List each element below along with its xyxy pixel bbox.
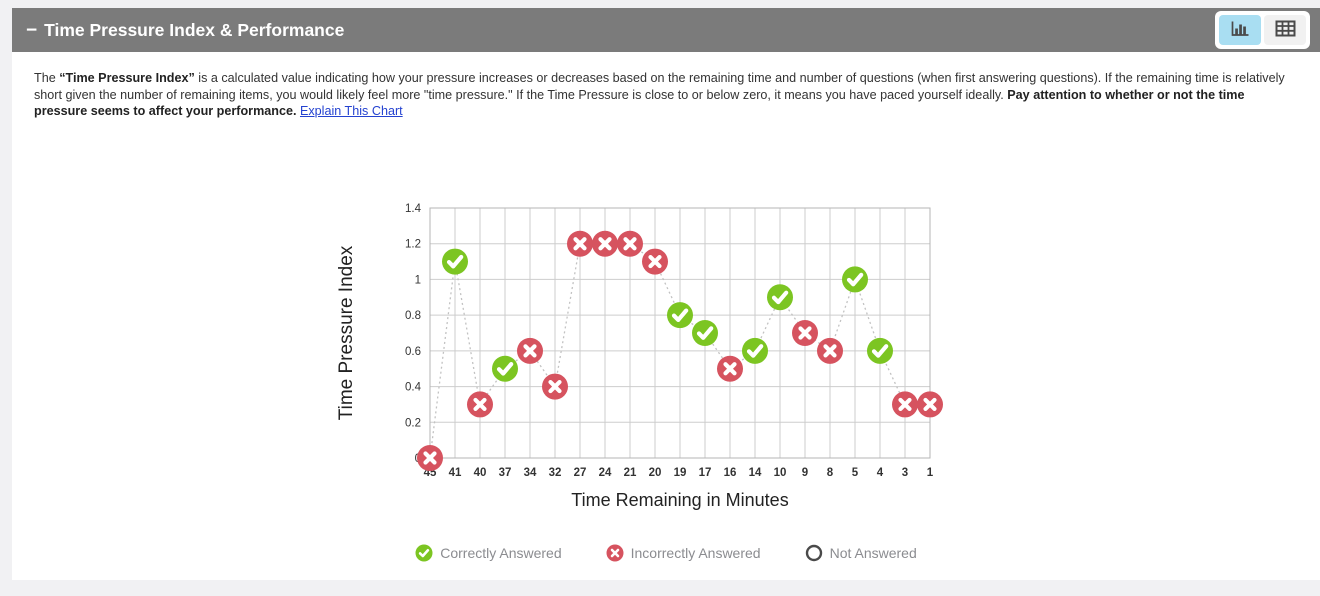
legend-label: Not Answered <box>829 544 917 561</box>
incorrect-data-point[interactable] <box>616 230 643 257</box>
legend-item: Correctly Answered <box>415 544 562 562</box>
x-tick-label: 5 <box>851 467 858 479</box>
x-axis-title: Time Remaining in Minutes <box>571 490 788 510</box>
collapse-icon[interactable]: − <box>26 19 38 41</box>
x-tick-label: 41 <box>448 467 461 479</box>
x-tick-label: 40 <box>473 467 486 479</box>
incorrect-data-point[interactable] <box>591 230 618 257</box>
y-tick-label: 1.2 <box>405 238 421 250</box>
legend-item: Incorrectly Answered <box>606 544 761 562</box>
x-tick-label: 3 <box>901 467 907 479</box>
incorrect-data-point[interactable] <box>416 444 443 471</box>
panel-title: Time Pressure Index & Performance <box>44 19 345 40</box>
explain-chart-link[interactable]: Explain This Chart <box>299 104 403 119</box>
incorrect-data-point[interactable] <box>466 391 493 418</box>
x-tick-label: 1 <box>926 467 933 479</box>
y-tick-label: 0.2 <box>405 417 421 429</box>
y-tick-label: 0.8 <box>405 310 421 322</box>
x-tick-label: 21 <box>623 467 636 479</box>
x-tick-label: 8 <box>826 467 833 479</box>
y-tick-label: 0.6 <box>405 346 421 358</box>
correct-data-point[interactable] <box>691 319 718 346</box>
description-text: The “Time Pressure Index” is a calculate… <box>34 71 1285 119</box>
check-circle-icon <box>415 544 433 562</box>
incorrect-data-point[interactable] <box>516 337 543 364</box>
x-circle-icon <box>606 544 624 562</box>
x-tick-label: 37 <box>498 467 511 479</box>
x-tick-label: 34 <box>523 467 536 479</box>
table-icon <box>1275 20 1296 40</box>
correct-data-point[interactable] <box>666 301 693 328</box>
y-axis-title: Time Pressure Index <box>336 245 357 420</box>
incorrect-data-point[interactable] <box>541 373 568 400</box>
incorrect-data-point[interactable] <box>566 230 593 257</box>
time-pressure-panel: − Time Pressure Index & Performance <box>12 8 1320 580</box>
x-tick-label: 9 <box>801 467 807 479</box>
open-circle-icon <box>805 544 822 561</box>
incorrect-data-point[interactable] <box>641 248 668 275</box>
x-tick-label: 16 <box>723 467 736 479</box>
x-tick-label: 32 <box>548 467 561 479</box>
correct-data-point[interactable] <box>491 355 518 382</box>
legend-item: Not Answered <box>805 544 917 562</box>
time-pressure-chart: 00.20.40.60.811.21.445414037343227242120… <box>336 203 943 510</box>
legend-label: Correctly Answered <box>440 544 562 561</box>
y-tick-label: 1 <box>414 274 420 286</box>
x-tick-label: 19 <box>673 467 686 479</box>
correct-data-point[interactable] <box>866 337 893 364</box>
correct-data-point[interactable] <box>841 266 868 293</box>
chart-legend: Correctly Answered Incorrectly Answered No… <box>12 544 1320 562</box>
panel-header: − Time Pressure Index & Performance <box>12 8 1320 52</box>
correct-data-point[interactable] <box>741 337 768 364</box>
legend-label: Incorrectly Answered <box>630 544 761 561</box>
correct-data-point[interactable] <box>766 284 793 311</box>
bar-chart-icon <box>1229 20 1251 41</box>
x-tick-label: 10 <box>773 467 786 479</box>
incorrect-data-point[interactable] <box>916 391 943 418</box>
incorrect-data-point[interactable] <box>716 355 743 382</box>
chart-view-button[interactable] <box>1219 15 1261 45</box>
chart-area: 00.20.40.60.811.21.445414037343227242120… <box>12 192 1320 514</box>
x-tick-label: 24 <box>598 467 611 479</box>
x-tick-label: 27 <box>573 467 586 479</box>
table-view-button[interactable] <box>1264 15 1306 45</box>
view-toggle-group <box>1215 11 1310 49</box>
y-tick-label: 1.4 <box>405 203 422 215</box>
x-tick-label: 14 <box>748 467 761 479</box>
x-tick-label: 4 <box>876 467 883 479</box>
incorrect-data-point[interactable] <box>816 337 843 364</box>
correct-data-point[interactable] <box>441 248 468 275</box>
x-tick-label: 17 <box>698 467 711 479</box>
y-tick-label: 0.4 <box>405 381 422 393</box>
x-tick-label: 20 <box>648 467 661 479</box>
incorrect-data-point[interactable] <box>791 319 818 346</box>
incorrect-data-point[interactable] <box>891 391 918 418</box>
